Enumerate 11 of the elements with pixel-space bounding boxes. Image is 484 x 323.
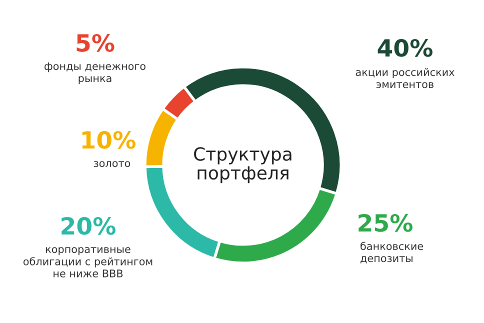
slice-label: корпоративные облигации с рейтингом не ниже BBB	[23, 247, 152, 278]
data-label: 25%	[358, 214, 413, 232]
slice-label: акции российских эмитентов	[356, 68, 454, 88]
slice-label: банковские депозиты	[360, 242, 424, 264]
slice-label: золото	[94, 161, 130, 168]
data-label: 5%	[76, 34, 114, 52]
text: Структура портфеля	[194, 147, 292, 184]
data-label: 10%	[82, 130, 136, 149]
slice-label: фонды денежного рынка	[44, 62, 146, 84]
data-label: 40%	[378, 38, 433, 57]
data-label: 20%	[62, 216, 116, 235]
